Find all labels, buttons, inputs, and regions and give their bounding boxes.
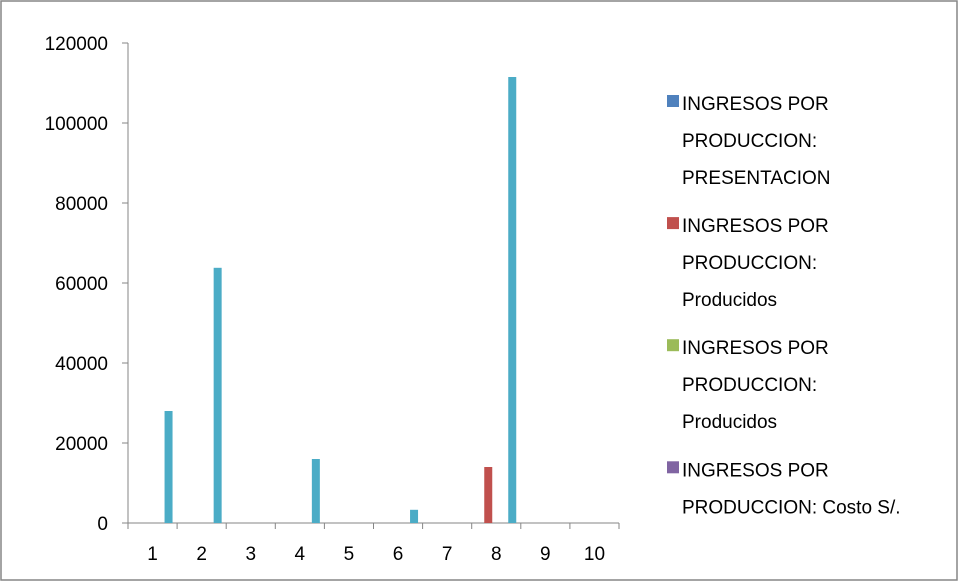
x-tick-label: 9	[540, 544, 551, 565]
y-tick-label: 80000	[55, 194, 108, 215]
legend-swatch	[667, 461, 679, 474]
y-tick-label: 0	[97, 514, 108, 535]
bar	[410, 509, 419, 523]
x-tick-label: 1	[147, 544, 158, 565]
legend-label: Producidos	[682, 290, 777, 311]
x-tick-label: 6	[393, 544, 404, 565]
bar	[213, 267, 222, 523]
x-tick-label: 7	[442, 544, 453, 565]
legend-label: INGRESOS POR	[682, 94, 829, 115]
y-tick-label: 100000	[45, 114, 108, 135]
x-tick-label: 2	[196, 544, 207, 565]
bar	[508, 77, 517, 523]
x-tick-label: 5	[344, 544, 355, 565]
legend-label: PRODUCCION:	[682, 375, 817, 396]
bar	[484, 467, 493, 523]
legend-label: PRODUCCION:	[682, 131, 817, 152]
y-tick-label: 40000	[55, 354, 108, 375]
bar	[311, 459, 320, 523]
x-tick-label: 3	[245, 544, 256, 565]
legend-label: Producidos	[682, 412, 777, 433]
legend-label: PRESENTACION	[682, 168, 831, 189]
y-tick-label: 120000	[45, 34, 108, 55]
bar	[164, 411, 173, 523]
legend-label: PRODUCCION:	[682, 253, 817, 274]
x-tick-label: 10	[584, 544, 605, 565]
legend-swatch	[667, 217, 679, 230]
x-tick-label: 4	[295, 544, 306, 565]
y-tick-label: 60000	[55, 274, 108, 295]
legend-swatch	[667, 95, 679, 107]
legend-swatch	[667, 339, 679, 352]
legend-label: INGRESOS POR	[682, 338, 829, 359]
x-tick-label: 8	[491, 544, 502, 565]
y-tick-label: 20000	[55, 434, 108, 455]
legend-label: PRODUCCION: Costo S/.	[682, 497, 901, 518]
legend-label: INGRESOS POR	[682, 216, 829, 237]
legend-label: INGRESOS POR	[682, 460, 829, 481]
